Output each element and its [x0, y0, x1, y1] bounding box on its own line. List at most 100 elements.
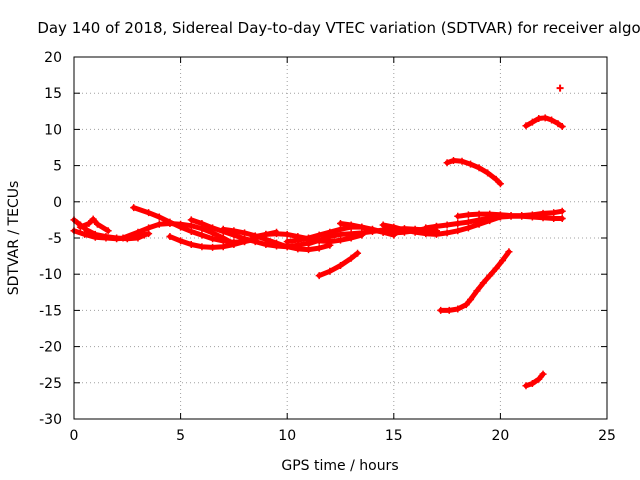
data-point-marker [219, 225, 227, 233]
data-point-marker [230, 241, 238, 249]
data-point-marker [89, 215, 97, 223]
data-point-marker [462, 301, 470, 309]
data-point-marker [347, 254, 355, 262]
data-point-marker [166, 218, 174, 226]
data-point-marker [209, 224, 217, 232]
series-trace [523, 371, 546, 389]
data-point-marker [528, 211, 536, 219]
x-tick-label: 15 [385, 428, 403, 444]
data-point-marker [358, 223, 366, 231]
y-tick-label: 0 [53, 195, 62, 211]
data-point-marker [347, 230, 355, 238]
x-axis-label: GPS time / hours [281, 458, 398, 474]
data-point-marker [198, 243, 206, 251]
data-point-marker [464, 211, 472, 219]
data-point-marker [454, 305, 462, 313]
data-point-marker [198, 231, 206, 239]
data-point-marker [464, 218, 472, 226]
data-point-marker [166, 233, 174, 241]
series-point-21 [556, 84, 564, 92]
data-point-marker [390, 223, 398, 231]
data-point-marker [486, 210, 494, 218]
data-point-marker [91, 233, 99, 241]
data-point-marker [102, 234, 110, 242]
axis-ticks: 0 5 10 15 20 25 -30 -25 -20 -15 -10 -5 0 5 10 15 20 [39, 50, 616, 444]
data-point-marker [155, 213, 163, 221]
data-point-marker [379, 221, 387, 229]
data-point-marker [445, 306, 453, 314]
data-point-marker [177, 237, 185, 245]
y-tick-label: -15 [39, 303, 62, 319]
data-point-marker [283, 230, 291, 238]
data-point-marker [422, 224, 430, 232]
data-point-marker [305, 240, 313, 248]
data-point-marker [484, 169, 492, 177]
data-point-marker [145, 209, 153, 217]
data-point-marker [539, 209, 547, 217]
series-trace [338, 221, 439, 236]
data-point-marker [454, 212, 462, 220]
data-point-marker [496, 180, 504, 188]
x-tick-label: 5 [176, 428, 185, 444]
data-point-marker [492, 175, 500, 183]
data-point-marker [554, 120, 562, 128]
data-point-marker [539, 370, 547, 378]
data-point-marker [454, 220, 462, 228]
data-point-marker [134, 228, 142, 236]
x-tick-label: 20 [491, 428, 509, 444]
data-point-marker [315, 236, 323, 244]
series-arc-15 [454, 207, 566, 220]
plot-frame [73, 56, 608, 420]
data-point-marker [187, 241, 195, 249]
y-tick-label: 5 [53, 159, 62, 175]
data-point-marker [522, 382, 530, 390]
data-point-marker [113, 235, 121, 243]
data-point-marker [273, 230, 281, 238]
data-point-marker [443, 229, 451, 237]
data-point-marker [492, 264, 500, 272]
data-point-marker [130, 204, 138, 212]
data-point-marker [507, 212, 515, 220]
data-point-marker [400, 226, 408, 234]
y-tick-label: 20 [44, 50, 62, 66]
y-tick-label: 10 [44, 122, 62, 138]
y-tick-label: -5 [48, 231, 62, 247]
data-point-marker [83, 226, 91, 234]
series-trace [438, 249, 512, 313]
data-point-marker [241, 229, 249, 237]
data-point-marker [273, 239, 281, 247]
data-point-marker [473, 287, 481, 295]
data-point-marker [475, 164, 483, 172]
data-point-marker [294, 245, 302, 253]
series-arc-3 [76, 215, 112, 235]
data-point-marker [437, 306, 445, 314]
data-point-marker [505, 248, 513, 256]
series-arc-18 [315, 249, 362, 280]
y-tick-label: -30 [39, 412, 62, 428]
data-point-marker [496, 211, 504, 219]
data-point-marker [326, 233, 334, 241]
data-point-marker [251, 233, 259, 241]
data-point-marker [104, 227, 112, 235]
data-point-marker [198, 220, 206, 228]
data-point-marker [467, 160, 475, 168]
y-tick-label: -20 [39, 340, 62, 356]
y-tick-label: -25 [39, 376, 62, 392]
data-point-marker [262, 230, 270, 238]
data-point-marker [337, 262, 344, 270]
data-point-marker [76, 223, 84, 231]
data-point-marker [155, 220, 163, 228]
data-point-marker [209, 243, 217, 251]
data-point-marker [475, 210, 483, 218]
data-point-marker [558, 123, 566, 131]
data-point-marker [449, 157, 457, 165]
y-tick-label: 15 [44, 86, 62, 102]
data-point-marker [522, 122, 530, 130]
x-tick-label: 10 [278, 428, 296, 444]
data-point-marker [354, 249, 362, 257]
data-point-marker [518, 212, 526, 220]
x-tick-label: 25 [598, 428, 616, 444]
data-point-marker [315, 244, 323, 252]
data-point-marker [479, 279, 487, 287]
